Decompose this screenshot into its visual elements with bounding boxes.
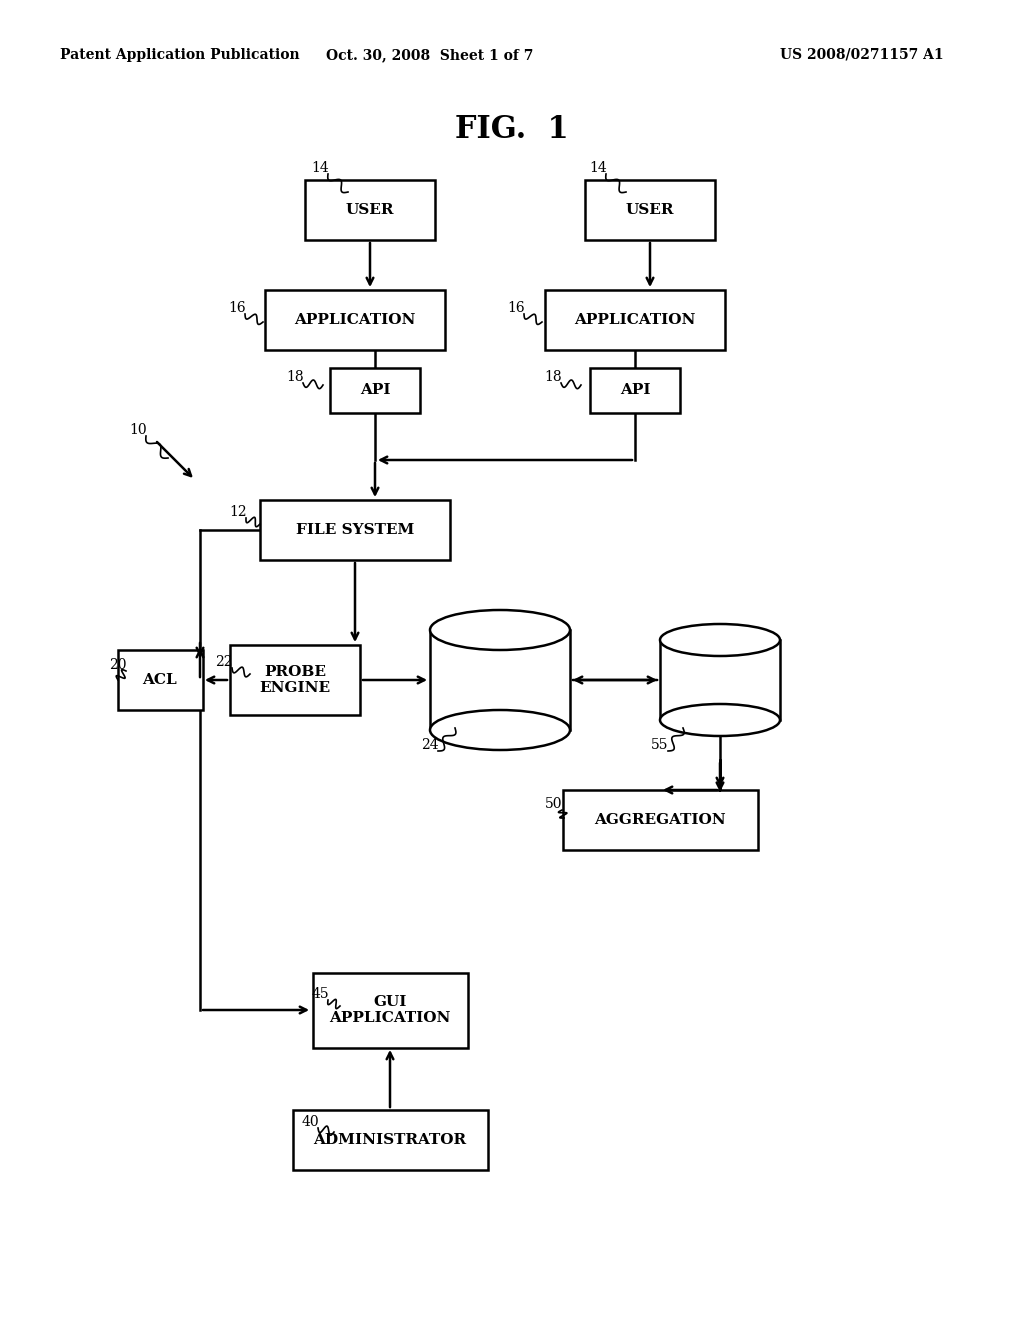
Text: 40: 40 (301, 1115, 318, 1129)
Bar (562, 789, 758, 850)
Text: Oct. 30, 2008  Sheet 1 of 7: Oct. 30, 2008 Sheet 1 of 7 (327, 48, 534, 62)
Bar (660, 640, 780, 719)
Text: USER: USER (346, 203, 394, 216)
Text: 50: 50 (545, 797, 563, 810)
Text: PROBE
ENGINE: PROBE ENGINE (259, 665, 331, 696)
Bar (260, 500, 450, 560)
Text: 10: 10 (129, 422, 146, 437)
Bar (293, 1110, 487, 1170)
Bar (305, 180, 435, 240)
Text: 18: 18 (544, 370, 562, 384)
Text: GUI
APPLICATION: GUI APPLICATION (330, 995, 451, 1026)
Text: USER: USER (626, 203, 674, 216)
Ellipse shape (430, 610, 570, 649)
Ellipse shape (660, 704, 780, 737)
Text: 45: 45 (311, 987, 329, 1001)
Text: FIG.  1: FIG. 1 (456, 115, 568, 145)
Text: API: API (359, 383, 390, 397)
Bar (312, 973, 468, 1048)
Bar (545, 290, 725, 350)
Text: ACL: ACL (142, 673, 177, 686)
Ellipse shape (430, 710, 570, 750)
Text: 20: 20 (110, 657, 127, 672)
Text: 55: 55 (651, 738, 669, 752)
Text: 18: 18 (286, 370, 304, 384)
Text: 24: 24 (421, 738, 439, 752)
Text: Patent Application Publication: Patent Application Publication (60, 48, 300, 62)
Text: FILE SYSTEM: FILE SYSTEM (296, 523, 414, 537)
Bar (118, 649, 203, 710)
Text: API: API (620, 383, 650, 397)
Bar (230, 645, 360, 715)
Ellipse shape (660, 624, 780, 656)
Text: 16: 16 (228, 301, 246, 315)
Text: ADMINISTRATOR: ADMINISTRATOR (313, 1133, 467, 1147)
Text: APPLICATION: APPLICATION (574, 313, 695, 327)
Bar (430, 630, 570, 730)
Bar (585, 180, 715, 240)
Bar (265, 290, 445, 350)
Bar (590, 367, 680, 412)
Text: 14: 14 (311, 161, 329, 176)
Bar (330, 367, 420, 412)
Text: 16: 16 (507, 301, 525, 315)
Text: AGGREGATION: AGGREGATION (594, 813, 726, 828)
Text: 14: 14 (589, 161, 607, 176)
Text: US 2008/0271157 A1: US 2008/0271157 A1 (780, 48, 944, 62)
Text: APPLICATION: APPLICATION (294, 313, 416, 327)
Text: 22: 22 (215, 655, 232, 669)
Text: 12: 12 (229, 506, 247, 519)
